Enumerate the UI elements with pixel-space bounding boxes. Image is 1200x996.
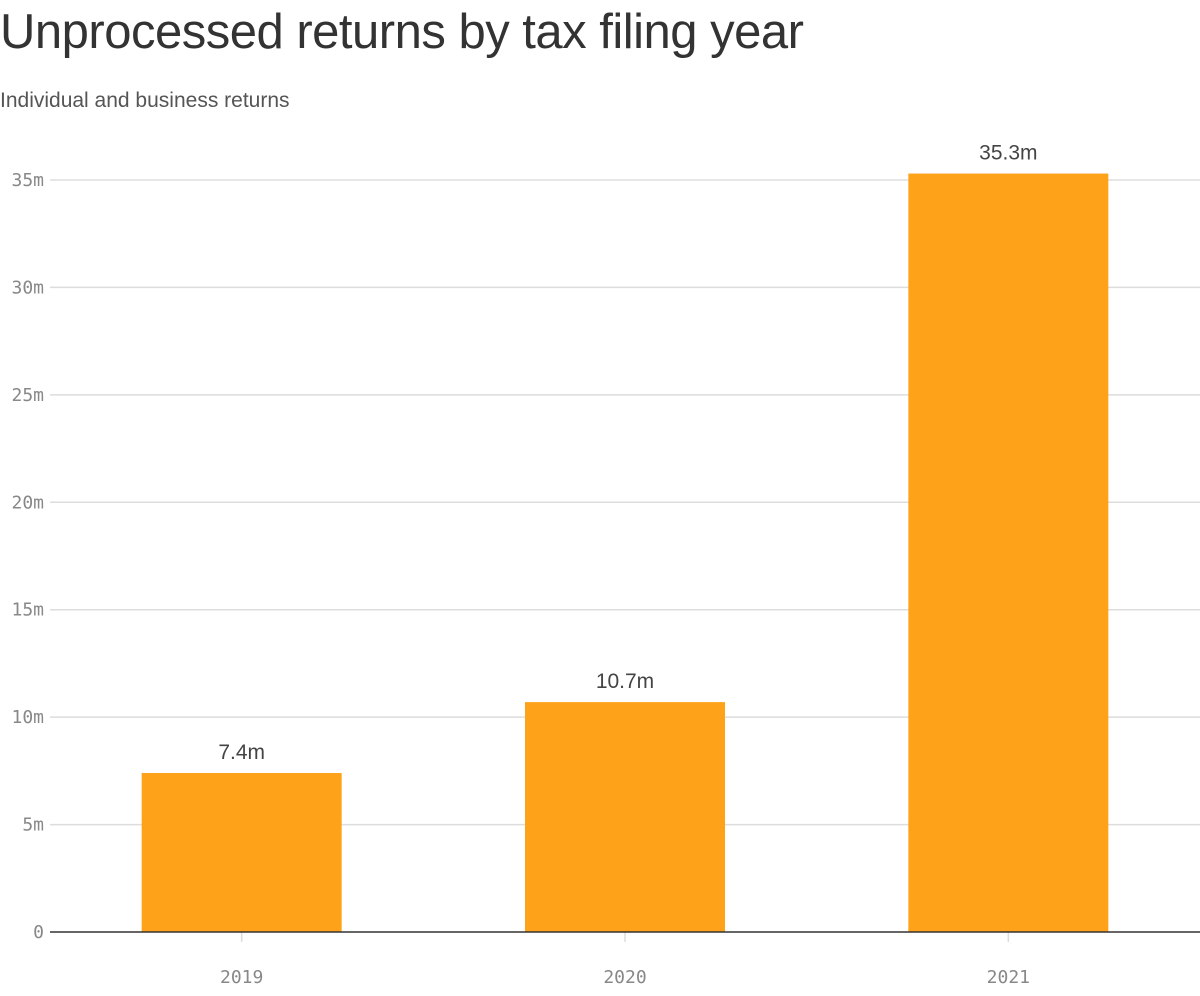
bar (908, 173, 1109, 932)
x-tick-label: 2021 (987, 967, 1030, 988)
y-tick-label: 35m (11, 170, 44, 191)
bar (141, 773, 342, 932)
chart-subtitle: Individual and business returns (0, 89, 290, 112)
chart-title: Unprocessed returns by tax filing year (0, 5, 804, 59)
y-tick-label: 25m (11, 385, 44, 406)
bar-value-label: 10.7m (596, 670, 654, 693)
bar-value-label: 7.4m (218, 741, 265, 764)
x-tick-label: 2019 (220, 967, 263, 988)
y-tick-label: 10m (11, 707, 44, 728)
y-tick-label: 15m (11, 600, 44, 621)
y-tick-label: 20m (11, 492, 44, 513)
y-tick-label: 5m (22, 815, 44, 836)
bar (525, 702, 725, 932)
bar-value-label: 35.3m (979, 142, 1037, 165)
y-tick-label: 0 (33, 922, 44, 943)
y-tick-label: 30m (11, 277, 44, 298)
x-tick-label: 2020 (603, 967, 646, 988)
